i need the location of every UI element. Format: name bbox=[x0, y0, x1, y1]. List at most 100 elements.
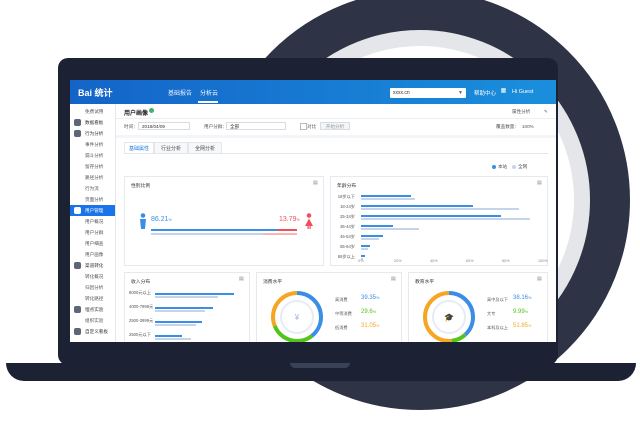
sidebar-item[interactable]: 数据看板 bbox=[70, 117, 115, 128]
sidebar-item[interactable]: 行为流 bbox=[70, 183, 115, 194]
income-network-bar bbox=[155, 310, 205, 312]
education-label: 本科及以上 bbox=[487, 325, 508, 330]
age-axis-tick: 20% bbox=[394, 259, 402, 263]
coverage-value: 100% bbox=[522, 124, 534, 129]
page-header: 用户画像 属性分析 ✎ bbox=[116, 104, 556, 119]
age-category-label: 25-34岁 bbox=[340, 214, 355, 219]
consumption-value: 31.05% bbox=[361, 323, 380, 329]
sidebar-item-label: 转化路径 bbox=[85, 296, 104, 301]
sidebar-item-label: 渠道转化 bbox=[85, 263, 104, 268]
card-menu-icon[interactable]: ▤ bbox=[391, 276, 396, 282]
sidebar-item[interactable]: 免费试用 bbox=[70, 106, 115, 117]
income-category-label: 8000元以上 bbox=[129, 290, 151, 295]
nav-analysis-cloud[interactable]: 分析云 bbox=[200, 91, 219, 97]
sidebar-item-label: 留存分析 bbox=[85, 164, 104, 169]
compare-checkbox[interactable] bbox=[300, 123, 307, 130]
income-category-label: 2500元以下 bbox=[129, 332, 151, 337]
sidebar-item[interactable]: 用户细查 bbox=[70, 238, 115, 249]
donut-inner-ring bbox=[432, 300, 466, 334]
age-network-bar bbox=[361, 238, 379, 240]
sidebar-item-label: 归因分析 bbox=[85, 285, 104, 290]
segment-select[interactable]: 全部 bbox=[226, 122, 286, 130]
sidebar-item-label: 用户分群 bbox=[85, 230, 104, 235]
start-analysis-button[interactable]: 开始分析 bbox=[320, 122, 350, 130]
income-network-bar bbox=[155, 338, 191, 340]
age-network-bar bbox=[361, 198, 415, 200]
attribute-analysis-link[interactable]: 属性分析 bbox=[512, 109, 531, 114]
chevron-down-icon: ▼ bbox=[458, 90, 463, 96]
age-axis-tick: 100% bbox=[538, 259, 548, 263]
income-network-bar bbox=[155, 324, 196, 326]
sidebar-item[interactable]: 页面分析 bbox=[70, 194, 115, 205]
card-menu-icon[interactable]: ▤ bbox=[313, 180, 318, 186]
site-select-value: xxxx.cn bbox=[393, 90, 410, 96]
sidebar-item[interactable]: 转化路径 bbox=[70, 293, 115, 304]
male-bar bbox=[151, 229, 277, 231]
sidebar-item[interactable]: 路径分析 bbox=[70, 172, 115, 183]
sidebar-item-label: 路径分析 bbox=[85, 175, 104, 180]
age-axis-tick: 80% bbox=[502, 259, 510, 263]
section-icon bbox=[74, 119, 81, 126]
sidebar-item[interactable]: 用户画像 bbox=[70, 249, 115, 260]
graduation-cap-icon: 🎓 bbox=[444, 313, 454, 322]
sidebar-item[interactable]: 留存分析 bbox=[70, 161, 115, 172]
card-menu-icon[interactable]: ▤ bbox=[537, 180, 542, 186]
sidebar-item-label: 免费试用 bbox=[85, 109, 104, 114]
income-category-label: 2500-3999元 bbox=[129, 318, 154, 323]
age-network-bar bbox=[361, 228, 419, 230]
sidebar-item[interactable]: 归因分析 bbox=[70, 282, 115, 293]
sidebar-item[interactable]: 用户管理 bbox=[70, 205, 115, 216]
card-menu-icon[interactable]: ▤ bbox=[537, 276, 542, 282]
age-card-title: 年龄分布 bbox=[337, 184, 357, 189]
laptop-notch bbox=[290, 363, 350, 368]
card-menu-icon[interactable]: ▤ bbox=[239, 276, 244, 282]
sidebar-item[interactable]: 自定义看板 bbox=[70, 326, 115, 337]
age-axis-tick: 60% bbox=[466, 259, 474, 263]
help-center-link[interactable]: 帮助中心 bbox=[474, 91, 497, 97]
grid-icon[interactable]: ▦ bbox=[500, 88, 507, 94]
site-select[interactable]: xxxx.cn ▼ bbox=[390, 88, 466, 98]
top-bar: Bai 统计 基础报告 分析云 xxxx.cn ▼ 帮助中心 ▦ Hi Gues… bbox=[70, 80, 556, 104]
legend-network-dot bbox=[512, 165, 516, 169]
sidebar-item[interactable]: 行为分析 bbox=[70, 128, 115, 139]
sidebar-item[interactable]: 漏斗分析 bbox=[70, 150, 115, 161]
income-site-bar bbox=[155, 307, 213, 309]
consumption-label: 中等消费 bbox=[335, 311, 352, 316]
donut-inner-ring bbox=[280, 300, 314, 334]
compare-label: 对比 bbox=[307, 124, 317, 129]
education-value: 38.16% bbox=[513, 295, 532, 301]
sidebar-item[interactable]: 渠道转化 bbox=[70, 260, 115, 271]
legend-site[interactable]: 本站 bbox=[498, 164, 508, 169]
consumption-slice bbox=[271, 291, 323, 342]
consumption-slice bbox=[271, 291, 323, 342]
sidebar-item[interactable]: 用户分群 bbox=[70, 227, 115, 238]
date-picker[interactable]: 2018/04/09 bbox=[138, 122, 190, 130]
time-label: 时间： bbox=[124, 124, 138, 129]
education-value: 9.99% bbox=[513, 309, 529, 315]
sidebar-item[interactable]: 事件分析 bbox=[70, 139, 115, 150]
female-bar bbox=[277, 229, 297, 231]
age-axis-tick: 0% bbox=[358, 259, 364, 263]
section-icon bbox=[74, 306, 81, 313]
nav-basic-report[interactable]: 基础报告 bbox=[168, 91, 193, 97]
sidebar-item-label: 自定义看板 bbox=[85, 329, 108, 334]
user-menu[interactable]: Hi Guest bbox=[512, 89, 534, 95]
page-title: 用户画像 bbox=[124, 111, 149, 117]
sidebar-item[interactable]: 转化概况 bbox=[70, 271, 115, 282]
gender-card-title: 性别比例 bbox=[131, 184, 151, 189]
age-category-label: 55-64岁 bbox=[340, 244, 355, 249]
legend-network[interactable]: 全网 bbox=[518, 164, 528, 169]
age-site-bar bbox=[361, 235, 383, 237]
section-icon bbox=[74, 207, 81, 214]
age-category-label: 18岁以下 bbox=[337, 194, 355, 199]
sidebar-item-label: 页面分析 bbox=[85, 197, 104, 202]
sidebar-item[interactable]: 用户概况 bbox=[70, 216, 115, 227]
age-site-bar bbox=[361, 205, 473, 207]
pin-icon[interactable]: ✎ bbox=[544, 109, 548, 114]
female-network-bar bbox=[263, 233, 297, 235]
age-network-bar bbox=[361, 248, 369, 250]
sidebar-item[interactable]: 组织实验 bbox=[70, 315, 115, 326]
sidebar-item[interactable]: 埋点实验 bbox=[70, 304, 115, 315]
education-card: 教育水平 ▤ 🎓 高中及以下 38.16% 大专 9.99% 本科及以上 51.85% bbox=[408, 272, 548, 342]
nav-active-underline bbox=[198, 101, 218, 103]
